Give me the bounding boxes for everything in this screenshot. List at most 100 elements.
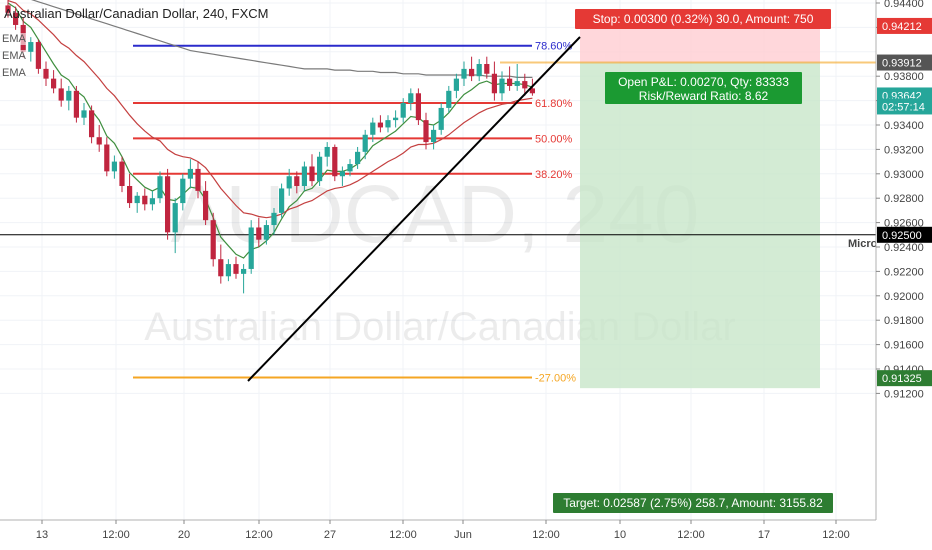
candle-body (522, 81, 528, 89)
price-badge-label: 0.91325 (882, 373, 922, 385)
price-axis[interactable]: 0.944000.942000.938000.936000.934000.932… (875, 0, 932, 550)
candle-body (157, 176, 163, 199)
candle-body (400, 103, 406, 118)
ma-line-3 (31, 0, 533, 79)
candle-body (355, 151, 361, 165)
candle-body (111, 161, 117, 172)
price-badge-bg (877, 17, 932, 34)
candle-body (119, 161, 125, 186)
trend-line[interactable] (247, 36, 581, 382)
candle-body (43, 68, 49, 79)
open-pl-label-text: Open P&L: 0.00270, Qty: 83333 (618, 75, 789, 89)
price-tick-label: 0.91800 (884, 315, 924, 327)
micro-horizontal-line[interactable]: Micro (0, 234, 878, 250)
price-badge-label: 02:57:14 (882, 101, 925, 113)
price-badge-bg (877, 54, 932, 71)
candle-body (377, 122, 383, 128)
price-tick-label: 0.92200 (884, 266, 924, 278)
candle-body (385, 120, 391, 128)
indicator-tag-3[interactable]: EMA (2, 67, 26, 79)
fib-level-label: 50.00% (535, 133, 573, 145)
time-tick-label: 12:00 (822, 529, 850, 541)
price-tick-label: 0.91200 (884, 388, 924, 400)
stop-label-box (575, 9, 831, 29)
fib-level-label: 61.80% (535, 98, 573, 110)
target-zone (580, 62, 820, 389)
candle-body (339, 171, 345, 177)
candle-body (461, 68, 467, 79)
micro-label: Micro (848, 238, 878, 250)
candle-body (423, 120, 429, 143)
target-label-text: Target: 0.02587 (2.75%) 258.7, Amount: 3… (563, 496, 823, 510)
price-tick-label: 0.93400 (884, 120, 924, 132)
candle-body (484, 64, 490, 74)
candle-body (370, 122, 376, 135)
candle-body (218, 259, 224, 277)
candle-body (431, 129, 437, 143)
candle-body (89, 110, 95, 138)
candlestick-series (5, 0, 535, 294)
candle-body (453, 78, 459, 91)
target-label-box (553, 493, 833, 513)
candle-body (491, 73, 497, 94)
time-tick-label: 12:00 (532, 529, 560, 541)
candle-body (248, 227, 254, 269)
candle-body (203, 190, 209, 221)
candle-body (13, 12, 19, 25)
candle-body (294, 176, 300, 186)
price-tick-label: 0.94400 (884, 0, 924, 10)
candle-body (476, 64, 482, 77)
candle-body (149, 198, 155, 205)
open-pl-label-text: Risk/Reward Ratio: 8.62 (639, 89, 769, 103)
time-tick-label: 17 (758, 529, 770, 541)
time-tick-label: 27 (324, 529, 336, 541)
price-badge-label: 0.93912 (882, 58, 922, 70)
price-badge-label: 0.92500 (882, 230, 922, 242)
candle-body (309, 166, 315, 182)
time-tick-label: 13 (36, 529, 48, 541)
indicator-tag-1[interactable]: EMA (2, 33, 26, 45)
candle-body (263, 225, 269, 240)
candle-body (301, 166, 307, 186)
candle-body (127, 186, 133, 204)
candle-body (51, 78, 57, 89)
price-tick-label: 0.91600 (884, 340, 924, 352)
price-badge-bg (877, 98, 932, 115)
candle-body (165, 176, 171, 233)
candle-body (142, 195, 148, 205)
open-pl-label-box (605, 72, 802, 104)
candle-body (233, 264, 239, 274)
position-labels: Stop: 0.00300 (0.32%) 30.0, Amount: 750 O… (553, 9, 833, 513)
fib-level-label: 78.60% (535, 41, 573, 53)
time-axis[interactable]: 13 12:00 20 12:00 27 12:00 Jun 12:00 10 12:00 17 12… (0, 519, 932, 550)
candle-body (469, 68, 475, 77)
price-tick-label: 0.92800 (884, 193, 924, 205)
candle-body (28, 42, 34, 52)
price-badge-bg (877, 226, 932, 243)
candle-body (393, 117, 399, 121)
candle-body (5, 5, 11, 13)
ma-line-2 (7, 0, 533, 219)
price-tick-label: 0.93200 (884, 144, 924, 156)
candle-body (438, 107, 444, 130)
time-tick-label: 12:00 (245, 529, 273, 541)
candle-body (529, 88, 535, 94)
candle-body (81, 110, 87, 118)
indicator-tag-2[interactable]: EMA (2, 50, 26, 62)
candle-body (66, 90, 72, 101)
time-tick-label: 12:00 (677, 529, 705, 541)
candle-body (332, 146, 338, 177)
candle-body (96, 137, 102, 145)
price-tick-label: 0.92400 (884, 242, 924, 254)
fib-level-label: -27.00% (535, 373, 576, 385)
price-badge-bg (877, 370, 932, 387)
time-tick-label: Jun (454, 529, 472, 541)
candle-body (210, 220, 216, 260)
fib-level-label: 38.20% (535, 169, 573, 181)
time-tick-label: 12:00 (102, 529, 130, 541)
candle-body (195, 168, 201, 191)
candle-body (58, 88, 64, 101)
price-tick-label: 0.93800 (884, 71, 924, 83)
candle-body (241, 268, 247, 274)
